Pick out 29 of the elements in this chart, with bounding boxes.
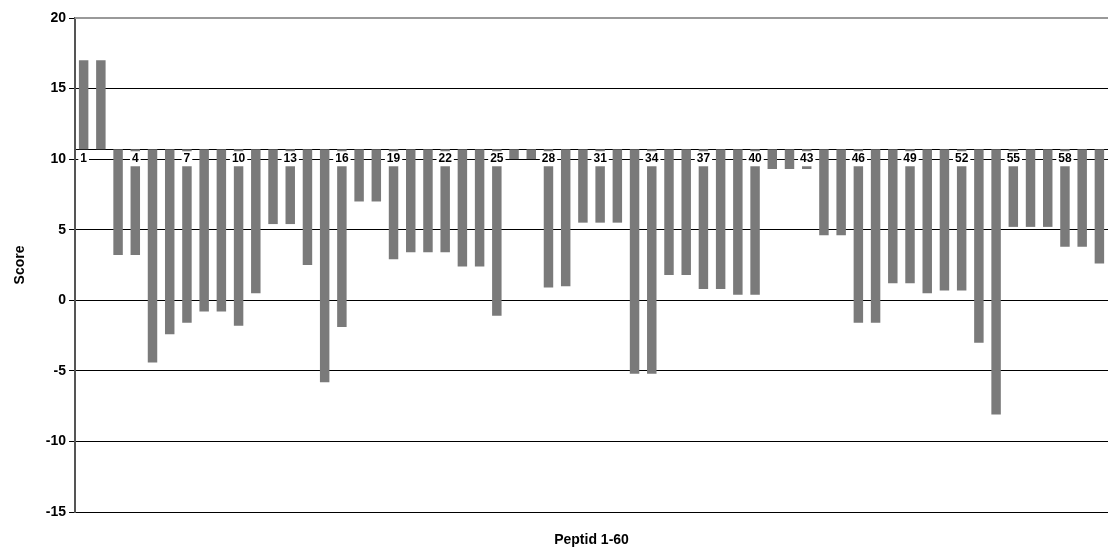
y-tick-label: 15 (50, 79, 67, 96)
x-tick-label: 43 (800, 150, 814, 165)
x-tick-label: 4 (131, 150, 139, 165)
x-axis-title: Peptid 1-60 (554, 530, 630, 547)
y-tick-label: 5 (58, 220, 67, 237)
x-tick-label: 52 (954, 150, 969, 165)
x-tick-label: 16 (335, 150, 349, 165)
x-tick-label: 25 (490, 150, 504, 165)
x-tick-label: 10 (231, 150, 246, 165)
x-tick-label: 49 (903, 150, 918, 165)
x-tick-label: 28 (541, 150, 556, 165)
y-axis-title: Score (11, 245, 28, 285)
x-tick-label: 58 (1058, 150, 1072, 165)
y-tick-label: 20 (50, 8, 67, 25)
y-tick-label: -10 (45, 432, 67, 449)
x-tick-label: 55 (1006, 150, 1021, 165)
x-tick-label: 40 (748, 150, 763, 165)
y-tick-label: -5 (53, 361, 67, 378)
x-tick-label: 46 (851, 150, 866, 165)
x-tick-label: 34 (645, 150, 659, 165)
x-tick-label: 31 (593, 150, 608, 165)
y-tick-label: 0 (58, 291, 67, 308)
x-tick-label: 37 (696, 150, 711, 165)
x-tick-label: 1 (80, 150, 88, 165)
x-tick-label: 19 (386, 150, 401, 165)
x-tick-label: 13 (283, 150, 298, 165)
x-tick-label: 22 (438, 150, 453, 165)
x-tick-label: 7 (183, 150, 191, 165)
y-tick-label: -15 (45, 502, 67, 519)
